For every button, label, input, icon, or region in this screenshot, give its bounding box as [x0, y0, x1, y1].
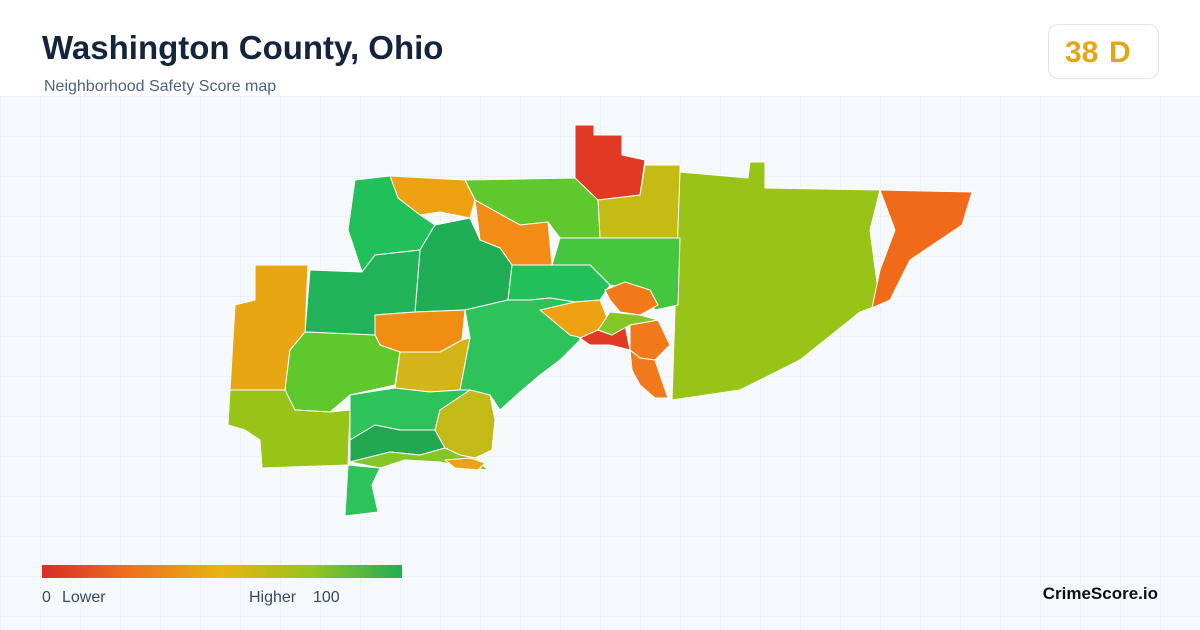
score-box — [1048, 24, 1159, 79]
region — [597, 311, 659, 336]
region — [434, 389, 496, 459]
region — [604, 281, 659, 316]
title: Washington County, Ohio — [42, 29, 443, 66]
region — [507, 264, 611, 303]
legend-gradient — [42, 565, 402, 578]
score-value: 38 — [1065, 36, 1098, 69]
region — [444, 457, 486, 471]
region — [629, 349, 669, 399]
legend-min: 0 — [42, 589, 51, 606]
legend-high-label: Higher — [249, 589, 297, 606]
score-grade: D — [1109, 36, 1131, 69]
region — [344, 464, 381, 517]
legend-max: 100 — [313, 589, 340, 606]
legend-low-label: Lower — [62, 589, 106, 606]
region — [871, 189, 973, 309]
region — [671, 161, 881, 401]
brand: CrimeScore.io — [1043, 584, 1158, 603]
county-map — [227, 124, 973, 517]
subtitle: Neighborhood Safety Score map — [44, 78, 276, 95]
